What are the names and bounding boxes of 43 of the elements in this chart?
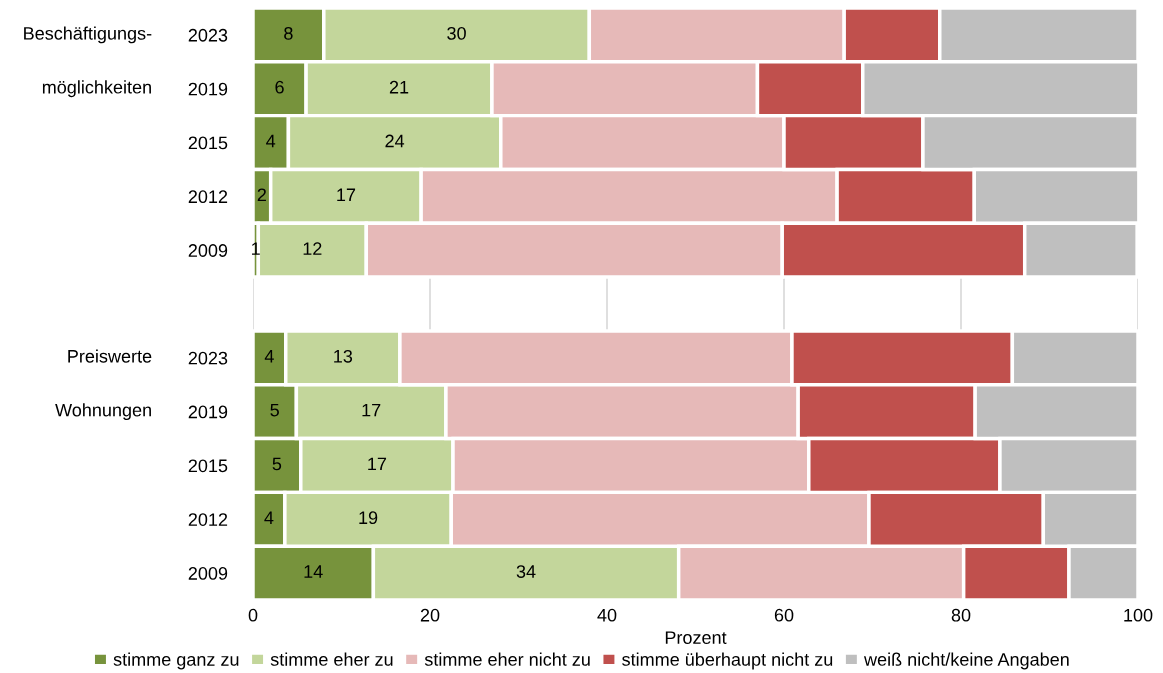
y-tick-label: 2009 <box>188 244 228 257</box>
data-label: 17 <box>368 457 387 471</box>
legend-label: stimme überhaupt nicht zu <box>622 652 833 670</box>
y-tick-label: 2015 <box>188 136 228 150</box>
data-label: 21 <box>389 80 409 94</box>
x-tick-label: 100 <box>1124 608 1153 622</box>
x-tick-label: 0 <box>248 608 258 622</box>
data-label: 17 <box>337 188 356 202</box>
y-tick-label: 2019 <box>188 82 228 96</box>
text: Beschäftigungs- möglichkeiten <box>24 26 152 98</box>
x-tick-label: 80 <box>951 608 971 622</box>
data-label: 6 <box>275 80 284 94</box>
data-label: 4 <box>264 350 274 363</box>
y-tick-label: 2015 <box>188 459 228 473</box>
text: Preiswerte Wohnungen <box>55 349 152 421</box>
y-tick-label: 2019 <box>188 405 228 419</box>
data-label: 30 <box>447 26 466 40</box>
data-label: 5 <box>270 403 279 417</box>
legend-label: stimme eher zu <box>270 652 393 666</box>
data-label: 8 <box>284 26 293 40</box>
data-label: 5 <box>272 457 282 471</box>
data-label: 14 <box>304 565 323 578</box>
x-tick-label: 20 <box>420 608 440 622</box>
x-tick-label: 40 <box>597 608 617 622</box>
data-label: 4 <box>266 134 276 148</box>
y-tick-label: 2023 <box>188 351 228 365</box>
data-label: 4 <box>264 511 274 524</box>
data-label: 13 <box>334 349 353 363</box>
legend-label: stimme ganz zu <box>113 652 239 670</box>
data-label: 19 <box>359 511 378 525</box>
y-tick-label: 2012 <box>188 513 228 526</box>
data-label: 24 <box>385 134 405 148</box>
data-label: 17 <box>362 403 381 417</box>
y-tick-label: 2009 <box>188 567 228 580</box>
data-label: 2 <box>257 188 266 202</box>
data-label: 12 <box>303 242 322 255</box>
x-axis-title: Prozent <box>665 631 727 644</box>
x-tick-label: 60 <box>774 608 794 622</box>
y-tick-label: 2023 <box>188 28 228 42</box>
legend-label: stimme eher nicht zu <box>424 652 590 666</box>
legend-label: weiß nicht/keine Angaben <box>863 652 1069 670</box>
data-label: 34 <box>516 565 536 578</box>
y-tick-label: 2012 <box>188 190 228 204</box>
